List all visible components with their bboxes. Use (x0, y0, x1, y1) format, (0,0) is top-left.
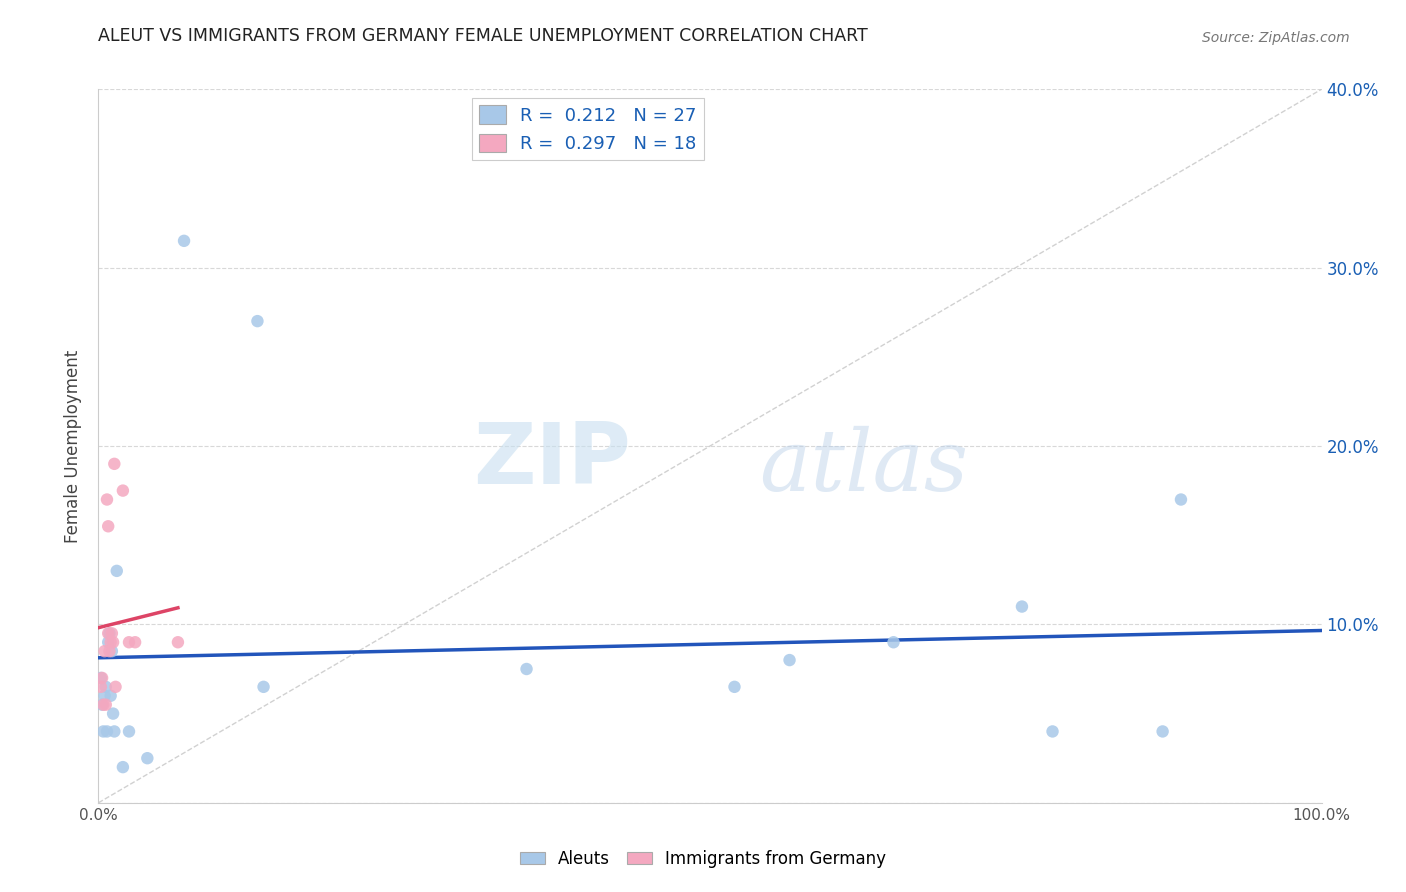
Point (96, 724, 118, 739)
Point (94, 680, 117, 694)
Legend: R =  0.212   N = 27, R =  0.297   N = 18: R = 0.212 N = 27, R = 0.297 N = 18 (471, 98, 704, 161)
Point (167, 635, 190, 649)
Text: ZIP: ZIP (472, 418, 630, 502)
Point (118, 635, 141, 649)
Point (111, 760, 134, 774)
Point (105, 564, 128, 578)
Point (1170, 492, 1192, 507)
Point (1152, 724, 1174, 739)
Point (91, 698, 114, 712)
Point (93, 689, 115, 703)
Point (90, 671, 112, 685)
Point (96, 492, 118, 507)
Point (1042, 724, 1064, 739)
Point (98, 644, 121, 658)
Point (101, 635, 124, 649)
Point (124, 635, 146, 649)
Text: Source: ZipAtlas.com: Source: ZipAtlas.com (1202, 30, 1350, 45)
Legend: Aleuts, Immigrants from Germany: Aleuts, Immigrants from Germany (513, 844, 893, 875)
Point (97, 626, 120, 640)
Point (723, 680, 745, 694)
Point (90, 680, 112, 694)
Point (515, 662, 537, 676)
Y-axis label: Female Unemployment: Female Unemployment (65, 350, 83, 542)
Point (103, 457, 125, 471)
Point (173, 234, 195, 248)
Point (246, 314, 269, 328)
Point (136, 751, 159, 765)
Point (100, 689, 122, 703)
Point (101, 644, 124, 658)
Point (118, 724, 141, 739)
Point (97, 635, 120, 649)
Point (103, 724, 125, 739)
Point (883, 635, 905, 649)
Point (104, 680, 127, 694)
Point (101, 626, 124, 640)
Text: ALEUT VS IMMIGRANTS FROM GERMANY FEMALE UNEMPLOYMENT CORRELATION CHART: ALEUT VS IMMIGRANTS FROM GERMANY FEMALE … (98, 27, 868, 45)
Point (98, 626, 121, 640)
Point (91, 698, 114, 712)
Point (91, 724, 114, 739)
Point (111, 483, 134, 498)
Point (93, 644, 115, 658)
Point (94, 698, 117, 712)
Point (91, 671, 114, 685)
Point (779, 653, 801, 667)
Text: atlas: atlas (759, 426, 969, 508)
Point (252, 680, 274, 694)
Point (100, 635, 122, 649)
Point (97, 519, 120, 533)
Point (1011, 599, 1033, 614)
Point (101, 706, 124, 721)
